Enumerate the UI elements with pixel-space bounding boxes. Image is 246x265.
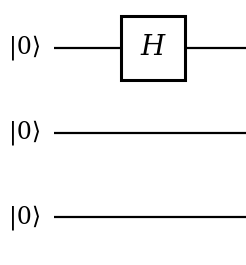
Text: H: H (140, 34, 165, 61)
Text: |0⟩: |0⟩ (9, 205, 41, 230)
Text: |0⟩: |0⟩ (9, 120, 41, 145)
Text: |0⟩: |0⟩ (9, 35, 41, 60)
Bar (121, 16, 184, 80)
